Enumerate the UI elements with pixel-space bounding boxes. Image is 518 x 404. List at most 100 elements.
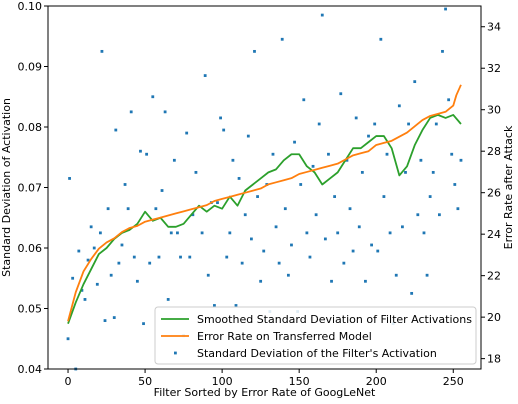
scatter-point xyxy=(253,49,256,53)
scatter-point xyxy=(86,258,90,262)
scatter-point xyxy=(188,255,192,259)
scatter-point xyxy=(286,273,290,277)
scatter-point xyxy=(231,158,235,162)
scatter-point xyxy=(169,231,173,235)
scatter-point xyxy=(262,249,266,253)
y-right-tick-label: 32 xyxy=(487,62,501,75)
scatter-point xyxy=(172,158,176,162)
scatter-point xyxy=(98,231,102,235)
scatter-point xyxy=(71,276,75,280)
scatter-point xyxy=(404,170,407,174)
scatter-point xyxy=(323,237,327,241)
scatter-point xyxy=(385,152,389,156)
scatter-point xyxy=(213,304,216,307)
scatter-point xyxy=(351,249,355,253)
scatter-point xyxy=(314,213,318,217)
x-tick-label: 50 xyxy=(138,375,152,388)
scatter-point xyxy=(194,170,198,174)
scatter-point xyxy=(456,207,460,211)
scatter-point xyxy=(228,231,232,235)
scatter-point xyxy=(447,98,451,102)
scatter-point xyxy=(100,49,104,53)
scatter-point xyxy=(311,164,315,168)
scatter-point xyxy=(299,183,303,186)
scatter-point xyxy=(357,225,361,229)
scatter-point xyxy=(360,170,364,174)
y-right-tick-label: 24 xyxy=(487,228,501,241)
legend-label: Error Rate on Transferred Model xyxy=(197,330,372,343)
scatter-point xyxy=(176,231,179,235)
scatter-point xyxy=(256,195,259,198)
scatter-point xyxy=(394,273,398,277)
scatter-point xyxy=(166,298,170,301)
scatter-point xyxy=(132,255,136,259)
scatter-point xyxy=(367,134,370,138)
legend-box xyxy=(154,306,477,365)
legend-marker xyxy=(174,351,177,355)
y-left-tick-label: 0.07 xyxy=(18,182,43,195)
x-axis-label: Filter Sorted by Error Rate of GoogLeNet xyxy=(154,386,376,399)
scatter-point xyxy=(410,291,414,295)
y-right-tick-label: 18 xyxy=(487,353,501,366)
legend: Smoothed Standard Deviation of Filter Ac… xyxy=(154,306,477,365)
scatter-point xyxy=(92,246,96,250)
scatter-point xyxy=(271,152,275,156)
scatter-point xyxy=(259,279,263,283)
scatter-point xyxy=(407,122,410,126)
scatter-point xyxy=(459,158,463,162)
scatter-point xyxy=(191,213,195,217)
scatter-point xyxy=(216,201,219,205)
scatter-point xyxy=(428,195,432,198)
scatter-point xyxy=(142,322,145,326)
scatter-point xyxy=(240,261,244,265)
scatter-point xyxy=(413,80,417,84)
scatter-point xyxy=(444,7,447,11)
y-left-axis-label: Standard Deviation of Activation xyxy=(0,98,13,277)
scatter-point xyxy=(330,279,333,283)
x-tick-label: 250 xyxy=(443,375,464,388)
scatter-point xyxy=(425,273,429,277)
y-right-tick-label: 34 xyxy=(487,21,501,34)
x-tick-label: 150 xyxy=(289,375,310,388)
y-left-tick-label: 0.05 xyxy=(18,303,43,316)
scatter-point xyxy=(129,110,133,114)
scatter-point xyxy=(103,319,107,322)
scatter-point xyxy=(145,152,149,156)
scatter-point xyxy=(225,255,229,259)
y-left-tick-label: 0.06 xyxy=(18,242,43,255)
scatter-point xyxy=(200,231,204,235)
legend-label: Standard Deviation of the Filter's Activ… xyxy=(197,347,437,360)
y-left-tick-label: 0.10 xyxy=(18,0,43,13)
scatter-point xyxy=(438,213,441,217)
scatter-point xyxy=(246,134,250,138)
scatter-point xyxy=(274,225,278,229)
scatter-point xyxy=(120,243,124,247)
scatter-point xyxy=(379,37,383,41)
scatter-point xyxy=(89,225,93,229)
scatter-point xyxy=(206,273,210,277)
scatter-point xyxy=(327,152,330,156)
scatter-point xyxy=(250,237,253,241)
scatter-point xyxy=(123,183,127,186)
scatter-point xyxy=(68,177,71,180)
scatter-point xyxy=(237,177,241,180)
scatter-point xyxy=(139,149,142,153)
y-right-tick-label: 30 xyxy=(487,104,501,117)
scatter-point xyxy=(388,231,392,235)
scatter-point xyxy=(203,74,207,77)
scatter-point xyxy=(320,13,324,17)
scatter-point xyxy=(160,189,164,192)
scatter-point xyxy=(112,316,116,319)
x-tick-label: 0 xyxy=(65,375,72,388)
scatter-point xyxy=(135,279,139,283)
scatter-point xyxy=(185,131,189,135)
scatter-point xyxy=(450,152,454,156)
scatter-point xyxy=(117,261,121,265)
y-right-tick-label: 20 xyxy=(487,311,501,324)
scatter-point xyxy=(305,231,309,235)
scatter-point xyxy=(342,261,346,265)
scatter-point xyxy=(157,255,161,259)
scatter-point xyxy=(348,207,352,211)
scatter-point xyxy=(290,243,293,247)
